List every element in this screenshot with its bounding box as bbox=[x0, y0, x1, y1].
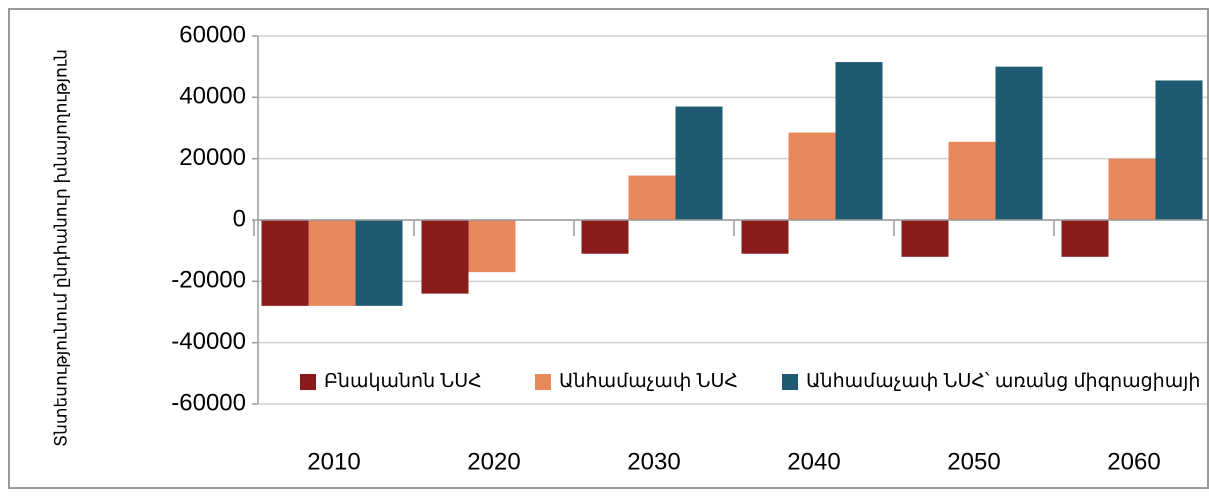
y-tick-label: 40000 bbox=[179, 83, 246, 110]
y-tick-label: 60000 bbox=[179, 21, 246, 48]
legend-swatch bbox=[782, 374, 798, 390]
y-tick-label: 0 bbox=[233, 205, 246, 232]
legend-label: Բնականոն ՆՍՀ bbox=[324, 371, 482, 392]
x-tick-label: 2060 bbox=[1107, 448, 1160, 475]
x-tick-label: 2040 bbox=[787, 448, 840, 475]
x-tick-label: 2020 bbox=[467, 448, 520, 475]
bar bbox=[1108, 158, 1156, 220]
bar bbox=[628, 175, 676, 220]
y-tick-label: -20000 bbox=[171, 267, 246, 294]
bar bbox=[741, 220, 789, 254]
x-tick-label: 2030 bbox=[627, 448, 680, 475]
bar bbox=[1155, 80, 1203, 220]
bar bbox=[901, 220, 949, 257]
bar bbox=[261, 220, 309, 306]
bar bbox=[308, 220, 356, 306]
bar bbox=[1061, 220, 1109, 257]
bar bbox=[995, 66, 1043, 221]
bar bbox=[355, 220, 403, 306]
y-tick-label: -60000 bbox=[171, 389, 246, 416]
bar bbox=[468, 220, 516, 273]
legend-label: Անհամաչափ ՆՍՀ՝ առանց միգրացիայի bbox=[806, 371, 1200, 392]
bar bbox=[581, 220, 629, 254]
bar bbox=[421, 220, 469, 294]
bar bbox=[948, 141, 996, 220]
legend-swatch bbox=[535, 374, 551, 390]
legend-swatch bbox=[300, 374, 316, 390]
legend-label: Անհամաչափ ՆՍՀ bbox=[559, 371, 738, 392]
x-tick-label: 2010 bbox=[307, 448, 360, 475]
y-axis-label: Տնտեսությունում ընդհանուր խնայողություն bbox=[51, 49, 70, 447]
bar bbox=[675, 106, 723, 220]
bar bbox=[788, 132, 836, 220]
y-tick-label: -40000 bbox=[171, 328, 246, 355]
x-tick-label: 2050 bbox=[947, 448, 1000, 475]
y-tick-label: 20000 bbox=[179, 144, 246, 171]
bar bbox=[835, 62, 883, 220]
